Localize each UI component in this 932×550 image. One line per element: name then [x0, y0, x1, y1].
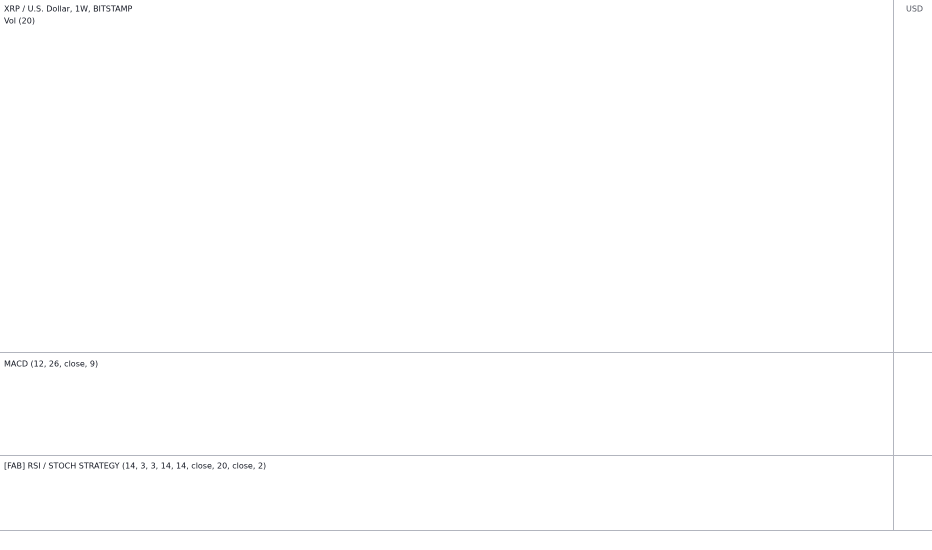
currency: USD	[906, 5, 923, 14]
price-scale	[893, 0, 932, 550]
stoch-title: [FAB] RSI / STOCH STRATEGY (14, 3, 3, 14…	[4, 462, 266, 471]
volume-label: Vol (20)	[4, 17, 35, 26]
macd-title: MACD (12, 26, close, 9)	[4, 360, 98, 369]
chart-title: XRP / U.S. Dollar, 1W, BITSTAMP	[4, 5, 133, 14]
